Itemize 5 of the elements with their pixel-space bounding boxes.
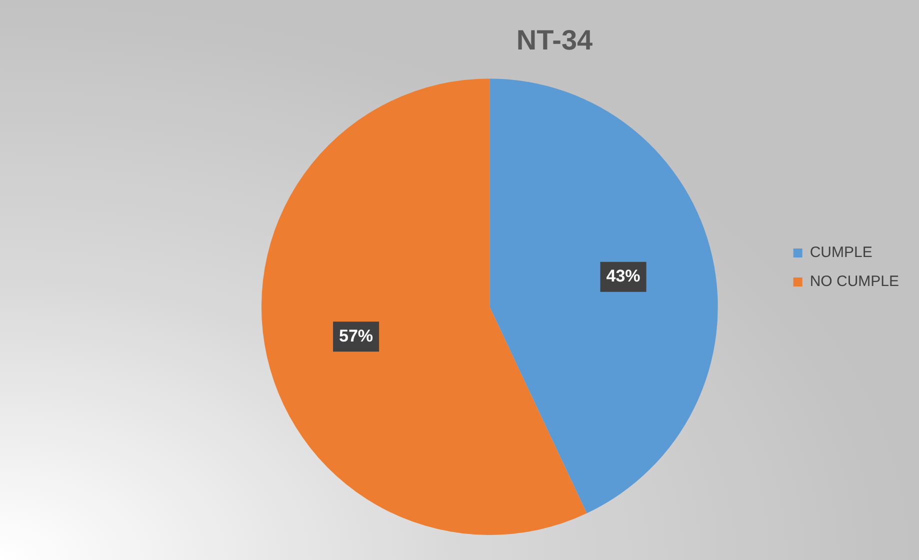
legend-label: NO CUMPLE (810, 273, 900, 290)
data-label: 43% (606, 266, 640, 286)
chart-title: NT-34 (516, 24, 594, 56)
legend-label: CUMPLE (810, 244, 872, 262)
data-label: 57% (339, 326, 374, 346)
